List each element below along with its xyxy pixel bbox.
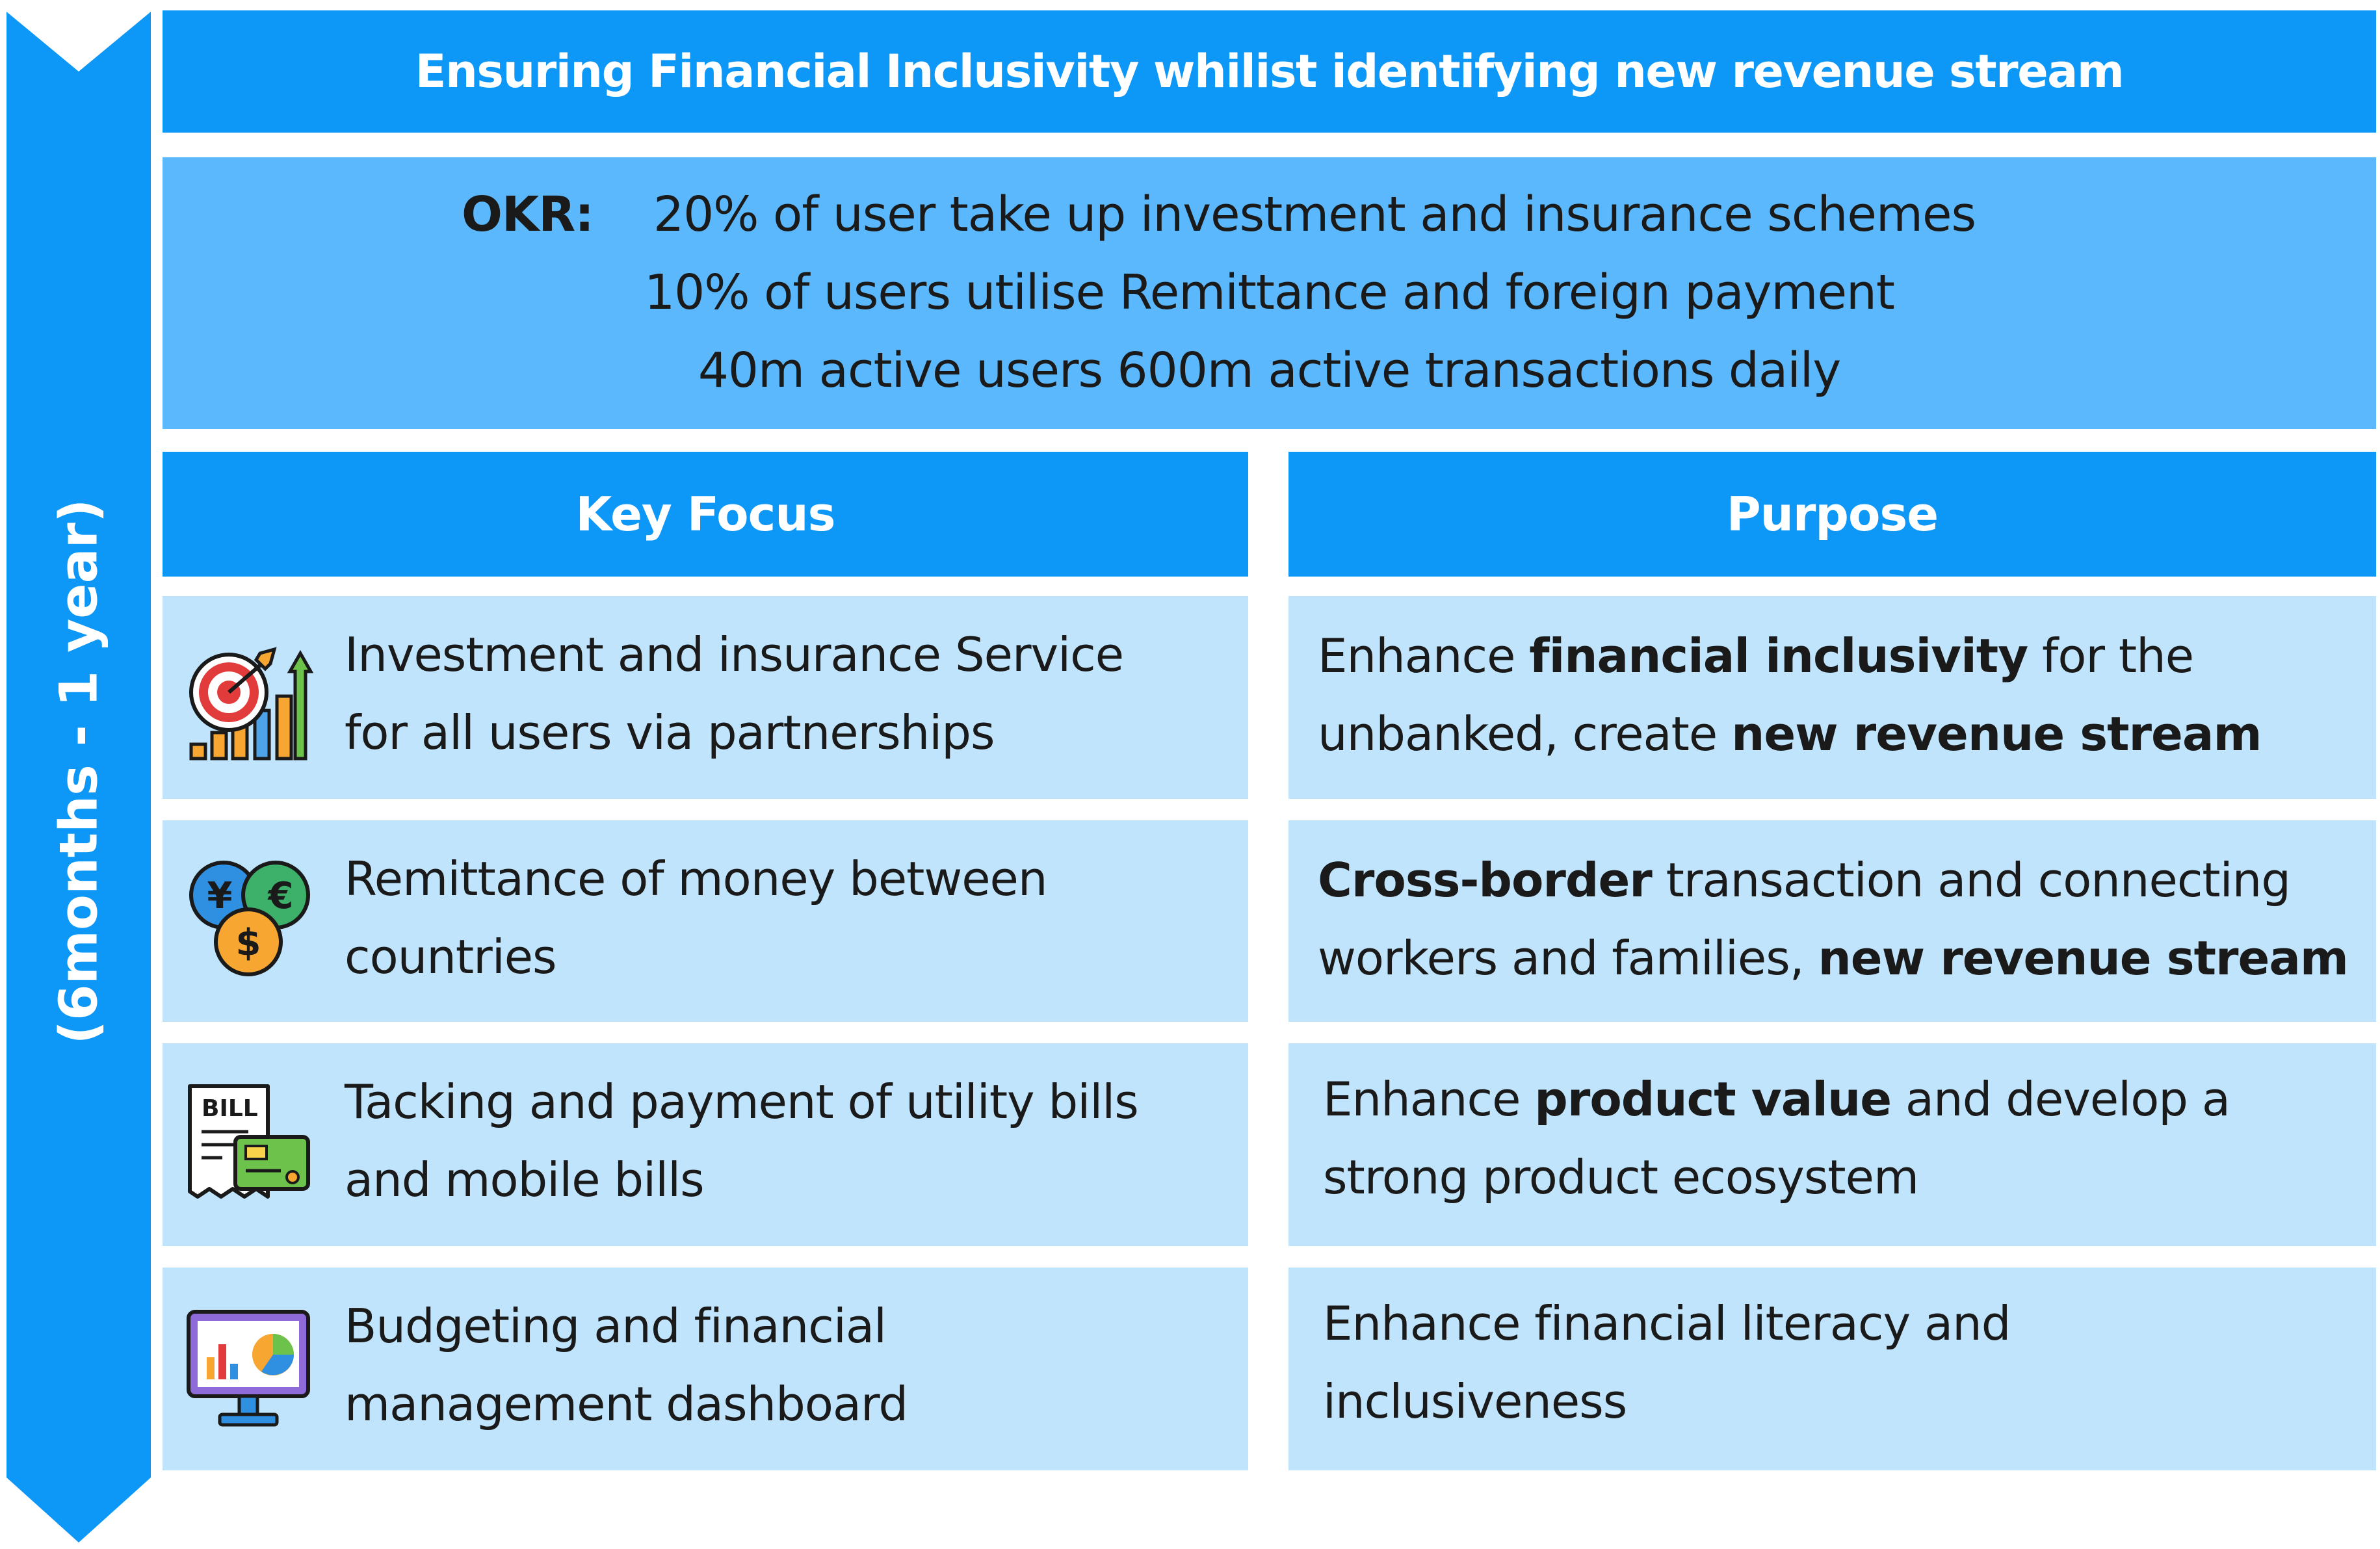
focus-line: Remittance of money between bbox=[345, 852, 1047, 906]
dollar-glyph: $ bbox=[236, 922, 261, 964]
purpose-segment: Enhance financial literacy and bbox=[1323, 1296, 2011, 1351]
okr-line-3: 40m active users 600m active transaction… bbox=[698, 343, 1841, 398]
purpose-line: Enhance financial inclusivity for the bbox=[1318, 617, 2261, 695]
purpose-cell-investment: Enhance financial inclusivity for the unb… bbox=[1288, 596, 2376, 799]
focus-text-dashboard: Budgeting and financial management dashb… bbox=[345, 1287, 908, 1443]
purpose-highlight: financial inclusivity bbox=[1529, 629, 2028, 683]
bill-label: BILL bbox=[202, 1095, 258, 1122]
purpose-segment: strong product ecosystem bbox=[1323, 1150, 1919, 1204]
dashboard-monitor-icon bbox=[187, 1310, 310, 1427]
purpose-text-dashboard: Enhance financial literacy and inclusiven… bbox=[1323, 1284, 2011, 1440]
purpose-header: Purpose bbox=[1288, 452, 2376, 577]
focus-line: for all users via partnerships bbox=[345, 705, 995, 760]
focus-text-remittance: Remittance of money between countries bbox=[345, 840, 1047, 996]
yen-glyph: ¥ bbox=[207, 875, 233, 917]
purpose-highlight: new revenue stream bbox=[1818, 931, 2349, 985]
focus-cell-remittance: ¥ € $ Remittance of money between countr… bbox=[163, 820, 1248, 1022]
okr-panel: OKR: 20% of user take up investment and … bbox=[163, 157, 2376, 429]
investment-target-chart-icon bbox=[189, 647, 313, 761]
purpose-line: Enhance financial literacy and bbox=[1323, 1284, 2011, 1362]
banner-title: Ensuring Financial Inclusivity whilist i… bbox=[415, 45, 2125, 98]
purpose-segment: Enhance bbox=[1323, 1072, 1535, 1126]
timeline-arrow: (6months - 1 year) bbox=[0, 0, 156, 1549]
focus-line: Budgeting and financial bbox=[345, 1299, 887, 1353]
focus-line: management dashboard bbox=[345, 1377, 908, 1431]
focus-text-investment: Investment and insurance Service for all… bbox=[345, 616, 1124, 772]
purpose-text-bills: Enhance product value and develop a stron… bbox=[1323, 1060, 2230, 1216]
purpose-segment: and develop a bbox=[1891, 1072, 2230, 1126]
okr-label: OKR: bbox=[462, 187, 594, 242]
euro-glyph: € bbox=[267, 875, 294, 917]
key-focus-header: Key Focus bbox=[163, 452, 1248, 577]
purpose-line: inclusiveness bbox=[1323, 1362, 2010, 1440]
purpose-cell-remittance: Cross-border transaction and connecting w… bbox=[1288, 820, 2376, 1022]
okr-line-1: 20% of user take up investment and insur… bbox=[653, 187, 1976, 242]
purpose-text-remittance: Cross-border transaction and connecting w… bbox=[1318, 841, 2349, 997]
focus-cell-investment: Investment and insurance Service for all… bbox=[163, 596, 1248, 799]
purpose-highlight: Cross-border bbox=[1318, 853, 1653, 907]
purpose-segment: workers and families, bbox=[1318, 931, 1818, 985]
focus-line: and mobile bills bbox=[345, 1152, 705, 1207]
focus-line: Investment and insurance Service bbox=[345, 627, 1124, 682]
purpose-highlight: new revenue stream bbox=[1731, 707, 2262, 761]
purpose-segment: Enhance bbox=[1318, 629, 1530, 683]
purpose-cell-dashboard: Enhance financial literacy and inclusiven… bbox=[1288, 1268, 2376, 1470]
purpose-segment: inclusiveness bbox=[1323, 1374, 1627, 1429]
bill-card-icon: BILL bbox=[188, 1084, 310, 1199]
purpose-segment: for the bbox=[2028, 629, 2194, 683]
focus-text-bills: Tacking and payment of utility bills and… bbox=[345, 1063, 1139, 1219]
purpose-segment: unbanked, create bbox=[1318, 707, 1732, 761]
purpose-cell-bills: Enhance product value and develop a stron… bbox=[1288, 1043, 2376, 1246]
purpose-segment: transaction and connecting bbox=[1651, 853, 2291, 907]
currency-coins-icon: ¥ € $ bbox=[189, 861, 310, 976]
purpose-line: unbanked, create new revenue stream bbox=[1318, 695, 2262, 773]
purpose-line: strong product ecosystem bbox=[1323, 1138, 2230, 1216]
focus-cell-dashboard: Budgeting and financial management dashb… bbox=[163, 1268, 1248, 1470]
title-banner: Ensuring Financial Inclusivity whilist i… bbox=[163, 10, 2376, 133]
purpose-line: Enhance product value and develop a bbox=[1323, 1060, 2230, 1138]
purpose-text-investment: Enhance financial inclusivity for the unb… bbox=[1318, 617, 2262, 773]
timeline-label: (6months - 1 year) bbox=[48, 499, 109, 1045]
purpose-highlight: product value bbox=[1534, 1072, 1892, 1126]
okr-line-2: 10% of users utilise Remittance and fore… bbox=[644, 265, 1895, 320]
focus-cell-bills: BILL Tacking and payment of utility bill… bbox=[163, 1043, 1248, 1246]
purpose-line: Cross-border transaction and connecting bbox=[1318, 841, 2348, 919]
focus-line: countries bbox=[345, 930, 557, 984]
focus-line: Tacking and payment of utility bills bbox=[345, 1074, 1139, 1129]
timeline-arrow-shape bbox=[7, 12, 151, 1542]
purpose-line: workers and families, new revenue stream bbox=[1318, 919, 2349, 997]
